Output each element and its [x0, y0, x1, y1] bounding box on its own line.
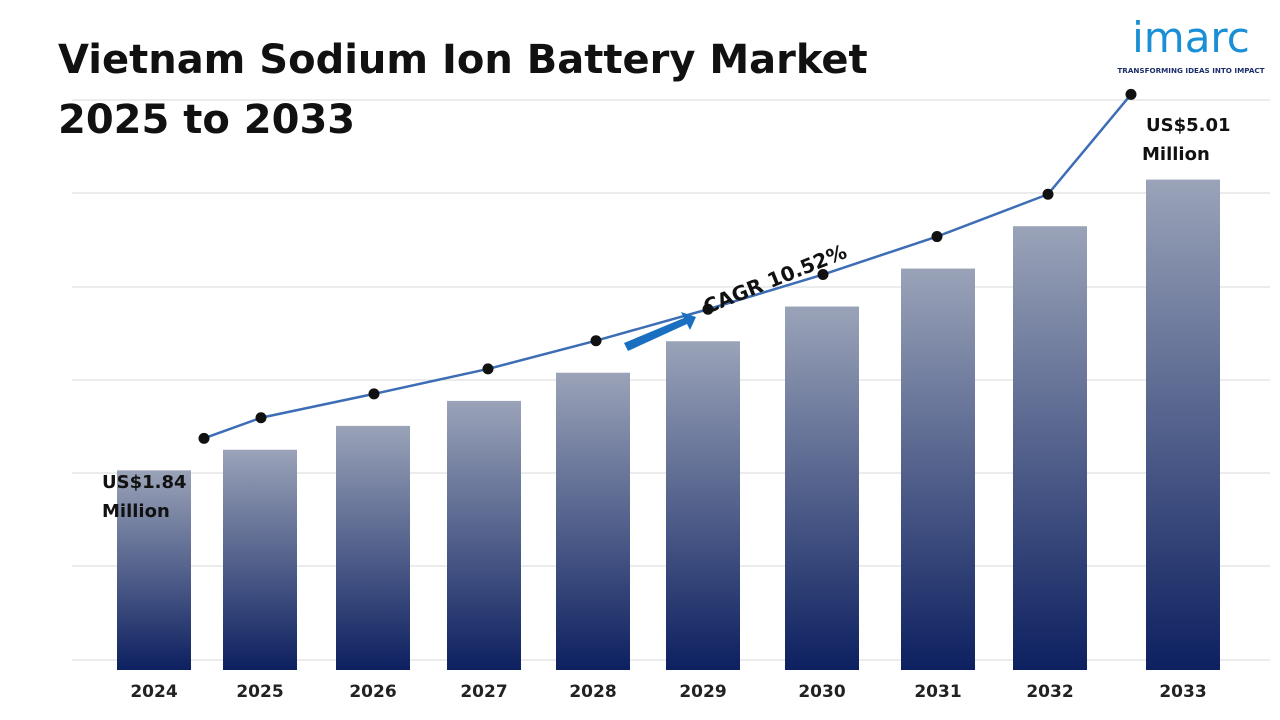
- trend-marker-2026: [368, 388, 380, 400]
- bar-2031: [901, 268, 975, 670]
- x-tick-label: 2030: [798, 682, 845, 702]
- bar-2026: [336, 425, 410, 670]
- trend-marker-2028: [590, 335, 602, 347]
- imarc-logo: imarc TRANSFORMING IDEAS INTO IMPACT: [1108, 8, 1274, 78]
- x-tick-label: 2031: [914, 682, 961, 702]
- bar-2030: [785, 306, 859, 670]
- bar-2033: [1146, 179, 1220, 670]
- x-tick-label: 2024: [130, 682, 177, 702]
- trend-marker-2025: [255, 412, 267, 424]
- bar-2027: [447, 400, 521, 670]
- logo-tagline: TRANSFORMING IDEAS INTO IMPACT: [1117, 66, 1265, 75]
- bar-2025: [223, 449, 297, 670]
- logo-wordmark: imarc: [1132, 13, 1250, 62]
- x-axis-ticks: 2024 2025 2026 2027 2028 2029 2030 2031 2032 2033: [130, 682, 1206, 702]
- chart-title: Vietnam Sodium Ion Battery Market 2025 t…: [58, 30, 868, 150]
- end-value-label: US$5.01 Million: [1142, 115, 1231, 165]
- trend-marker-2027: [482, 363, 494, 375]
- bar-2024: [117, 470, 191, 670]
- x-tick-label: 2029: [679, 682, 726, 702]
- start-value-label: US$1.84 Million: [102, 472, 187, 522]
- trend-marker-2032: [1042, 188, 1054, 200]
- trend-marker-2029: [702, 303, 714, 315]
- x-tick-label: 2033: [1159, 682, 1206, 702]
- bars: [117, 179, 1220, 671]
- x-tick-label: 2032: [1026, 682, 1073, 702]
- trend-marker-2031: [931, 231, 943, 243]
- trend-polyline: [203, 93, 1132, 440]
- bar-2028: [556, 372, 630, 670]
- trend-marker-2030: [817, 269, 829, 281]
- x-tick-label: 2025: [236, 682, 283, 702]
- title-line-1: Vietnam Sodium Ion Battery Market: [58, 37, 868, 83]
- trend-marker-2033: [1125, 88, 1137, 100]
- trend-line: [198, 88, 1137, 444]
- x-tick-label: 2027: [460, 682, 507, 702]
- cagr-arrow: [624, 312, 696, 351]
- bar-2032: [1013, 226, 1087, 671]
- bar-2029: [666, 341, 740, 670]
- title-line-2: 2025 to 2033: [58, 97, 356, 143]
- x-tick-label: 2028: [569, 682, 616, 702]
- x-tick-label: 2026: [349, 682, 396, 702]
- trend-marker-2024: [198, 432, 210, 444]
